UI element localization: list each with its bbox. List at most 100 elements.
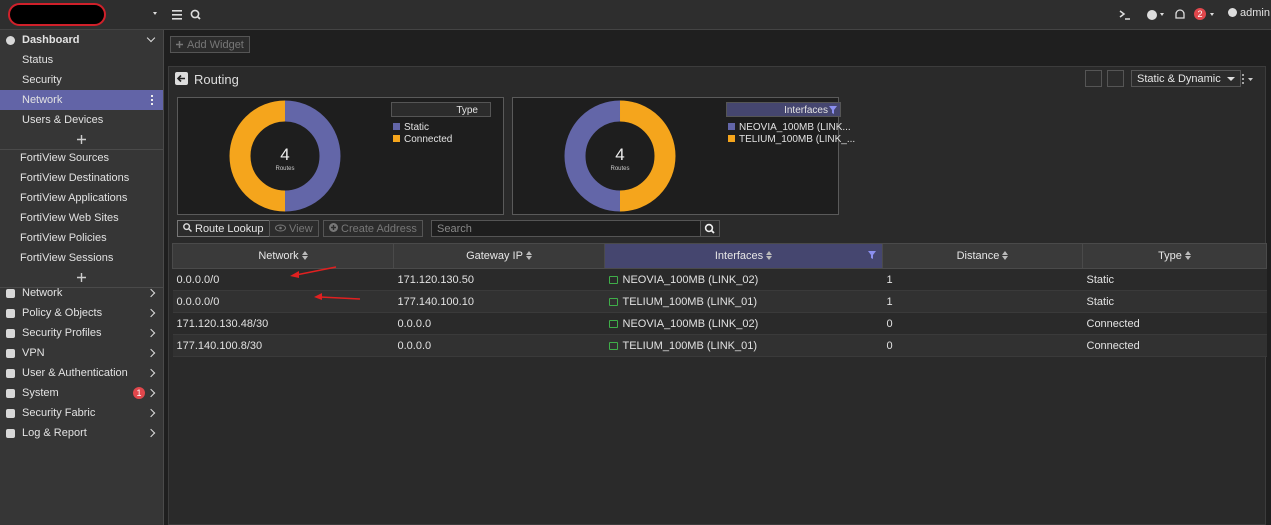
route-filter-label[interactable]: Static & Dynamic [1137,73,1221,85]
view-label[interactable]: View [289,223,313,235]
column-title[interactable]: Type [1158,250,1182,262]
column-header[interactable]: Distance [882,243,1083,269]
add-dashboard[interactable] [0,130,163,150]
menu-label[interactable]: Log & Report [22,427,87,439]
dashboard-item-label[interactable]: Security [22,74,62,86]
cell-text: 0.0.0.0/0 [176,273,220,286]
search-input[interactable]: Search [431,220,701,237]
column-title[interactable]: Gateway IP [466,250,523,262]
legend-label[interactable]: TELIUM_100MB (LINK_... [739,134,856,145]
fortiview-item[interactable]: FortiView Sessions [0,248,163,268]
legend-label[interactable]: Static [404,122,430,133]
dashboard-item[interactable]: Security [0,70,163,90]
menu-icon [6,349,15,358]
table-cell: Connected [1082,334,1267,357]
user-menu[interactable]: admin [1228,7,1270,19]
route-row[interactable]: 0.0.0.0/0 171.120.130.50 NEOVIA_100MB (LIN… [172,268,1267,291]
view-button[interactable]: View [269,220,319,237]
legend-header[interactable]: Type [391,102,491,117]
route-row[interactable]: 177.140.100.8/30 0.0.0.0 TELIUM_100MB (LIN… [172,334,1267,357]
legend-item[interactable]: NEOVIA_100MB (LINK... [728,122,851,133]
fortiview-item-label[interactable]: FortiView Sessions [20,252,114,264]
add-dashboard[interactable] [0,268,163,288]
menu-icon [6,36,15,45]
menu-item[interactable]: System 1 [0,383,163,403]
dashboard-item[interactable]: Network [0,90,163,110]
sort-icon [1184,251,1191,260]
legend-label[interactable]: Connected [404,134,453,145]
menu-item[interactable]: User & Authentication [0,363,163,383]
top-right-icons[interactable] [1118,8,1223,22]
legend-item[interactable]: Static [393,122,429,133]
menu-item[interactable]: Security Profiles [0,323,163,343]
create-address-label[interactable]: Create Address [341,223,417,235]
route-row[interactable]: 0.0.0.0/0 177.140.100.10 TELIUM_100MB (LIN… [172,290,1267,313]
dashboard-item-label[interactable]: Status [22,54,54,66]
legend-item[interactable]: Connected [393,134,452,145]
table-cell: Static [1082,290,1267,313]
menu-item[interactable]: Network [0,283,163,303]
fortiview-item-label[interactable]: FortiView Sources [20,152,110,164]
column-header[interactable]: Network [172,243,394,269]
route-lookup-button[interactable]: Route Lookup [177,220,270,237]
widget-title: Routing [194,72,239,87]
menu-label[interactable]: VPN [22,347,45,359]
dashboard-item[interactable]: Users & Devices [0,110,163,130]
column-title[interactable]: Interfaces [714,250,764,262]
menu-item[interactable]: Log & Report [0,423,163,443]
user-name[interactable]: admin [1240,7,1270,19]
routing-widget: Routing Static & Dynamic Route Lookup Vi… [168,66,1267,525]
refresh-button[interactable] [1085,70,1102,87]
route-row[interactable]: 171.120.130.48/30 0.0.0.0 NEOVIA_100MB (LI… [172,312,1267,335]
more-menu[interactable] [1241,73,1257,85]
menu-label[interactable]: Dashboard [22,34,80,46]
menu-label[interactable]: Security Fabric [22,407,96,419]
fortiview-item[interactable]: FortiView Applications [0,188,163,208]
menu-item[interactable]: Security Fabric [0,403,163,423]
fortiview-item-label[interactable]: FortiView Applications [20,192,128,204]
menu-label[interactable]: User & Authentication [22,367,128,379]
dashboard-item[interactable]: Status [0,50,163,70]
menu-label[interactable]: Security Profiles [22,327,102,339]
column-header[interactable]: Interfaces [604,243,883,269]
back-button[interactable] [175,72,188,85]
menu-item[interactable]: VPN [0,343,163,363]
top-icons[interactable] [150,8,210,22]
add-widget-button[interactable]: Add Widget [170,36,250,53]
menu-label[interactable]: System [22,387,59,399]
legend-title[interactable]: Interfaces [784,105,828,116]
dashboard-item-label[interactable]: Network [22,94,63,106]
legend-title[interactable]: Type [456,105,478,116]
fortiview-item-label[interactable]: FortiView Web Sites [20,212,119,224]
fortiview-item[interactable]: FortiView Destinations [0,168,163,188]
notification-badge[interactable]: 2 [1194,8,1206,20]
fortiview-item[interactable]: FortiView Sources [0,148,163,168]
column-title[interactable]: Distance [956,250,1000,262]
menu-dashboard[interactable]: Dashboard [0,30,163,50]
fortiview-item[interactable]: FortiView Policies [0,228,163,248]
fortiview-item[interactable]: FortiView Web Sites [0,208,163,228]
add-widget-label[interactable]: Add Widget [187,39,244,51]
legend-swatch [728,123,735,130]
search-button[interactable] [700,220,720,237]
menu-chevron [146,408,156,418]
menu-label[interactable]: Network [22,287,63,299]
create-address-button[interactable]: Create Address [323,220,423,237]
legend-label[interactable]: NEOVIA_100MB (LINK... [739,122,851,133]
fortiview-item-label[interactable]: FortiView Destinations [20,172,130,184]
expand-button[interactable] [1107,70,1124,87]
menu-item[interactable]: Policy & Objects [0,303,163,323]
dashboard-item-label[interactable]: Users & Devices [22,114,104,126]
fortiview-item-label[interactable]: FortiView Policies [20,232,107,244]
column-header[interactable]: Type [1082,243,1267,269]
search-placeholder[interactable]: Search [437,223,472,235]
menu-label[interactable]: Policy & Objects [22,307,103,319]
route-filter-dropdown[interactable]: Static & Dynamic [1131,70,1241,87]
legend-item[interactable]: TELIUM_100MB (LINK_... [728,134,855,145]
eye-icon [275,224,286,232]
route-lookup-label[interactable]: Route Lookup [195,223,264,235]
column-header[interactable]: Gateway IP [393,243,605,269]
column-title[interactable]: Network [258,250,299,262]
legend-header[interactable]: Interfaces [726,102,841,117]
